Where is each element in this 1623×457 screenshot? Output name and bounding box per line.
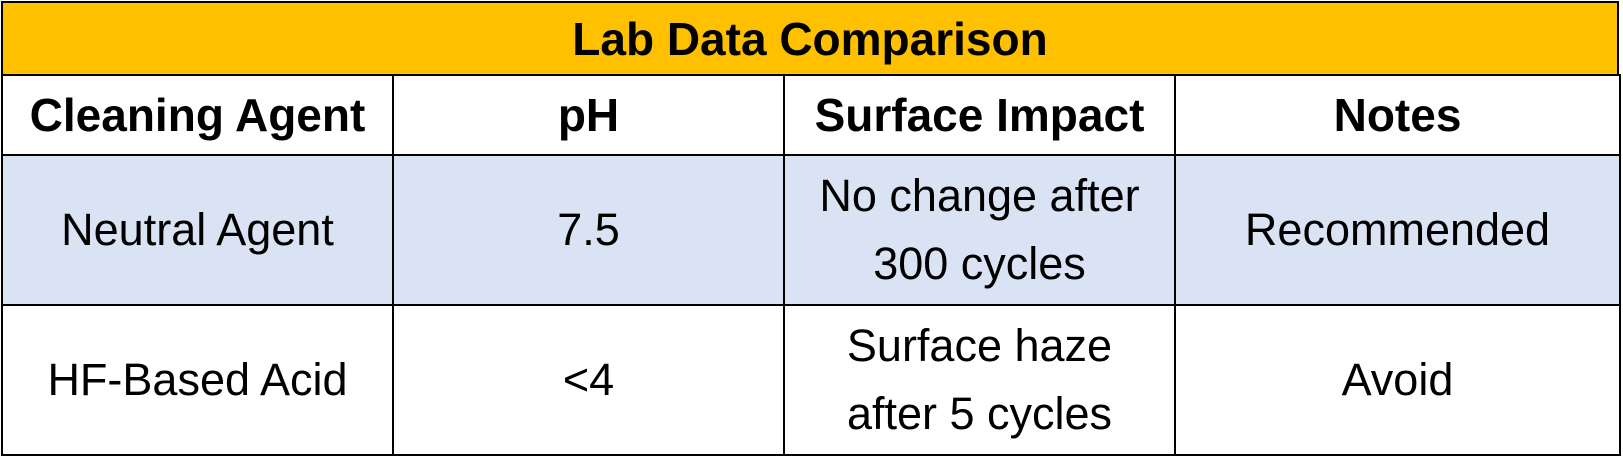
- cell-notes: Avoid: [1174, 304, 1621, 456]
- header-cleaning-agent: Cleaning Agent: [1, 74, 394, 156]
- header-ph: pH: [392, 74, 785, 156]
- header-surface-impact: Surface Impact: [783, 74, 1176, 156]
- header-row: Cleaning Agent pH Surface Impact Notes: [1, 74, 1621, 156]
- comparison-table: Cleaning Agent pH Surface Impact Notes N…: [1, 74, 1621, 456]
- cell-agent: Neutral Agent: [1, 154, 394, 306]
- impact-line: No change after: [819, 170, 1140, 221]
- impact-line: 300 cycles: [873, 238, 1086, 289]
- cell-ph: 7.5: [392, 154, 785, 306]
- table-row: HF-Based Acid <4 Surface haze after 5 cy…: [1, 304, 1621, 456]
- cell-agent: HF-Based Acid: [1, 304, 394, 456]
- impact-line: Surface haze: [846, 320, 1113, 371]
- header-notes: Notes: [1174, 74, 1621, 156]
- cell-ph: <4: [392, 304, 785, 456]
- table-row: Neutral Agent 7.5 No change after 300 cy…: [1, 154, 1621, 306]
- cell-surface-impact: No change after 300 cycles: [783, 154, 1176, 306]
- table-title: Lab Data Comparison: [1, 1, 1619, 76]
- cell-surface-impact: Surface haze after 5 cycles: [783, 304, 1176, 456]
- cell-notes: Recommended: [1174, 154, 1621, 306]
- impact-line: after 5 cycles: [846, 388, 1113, 439]
